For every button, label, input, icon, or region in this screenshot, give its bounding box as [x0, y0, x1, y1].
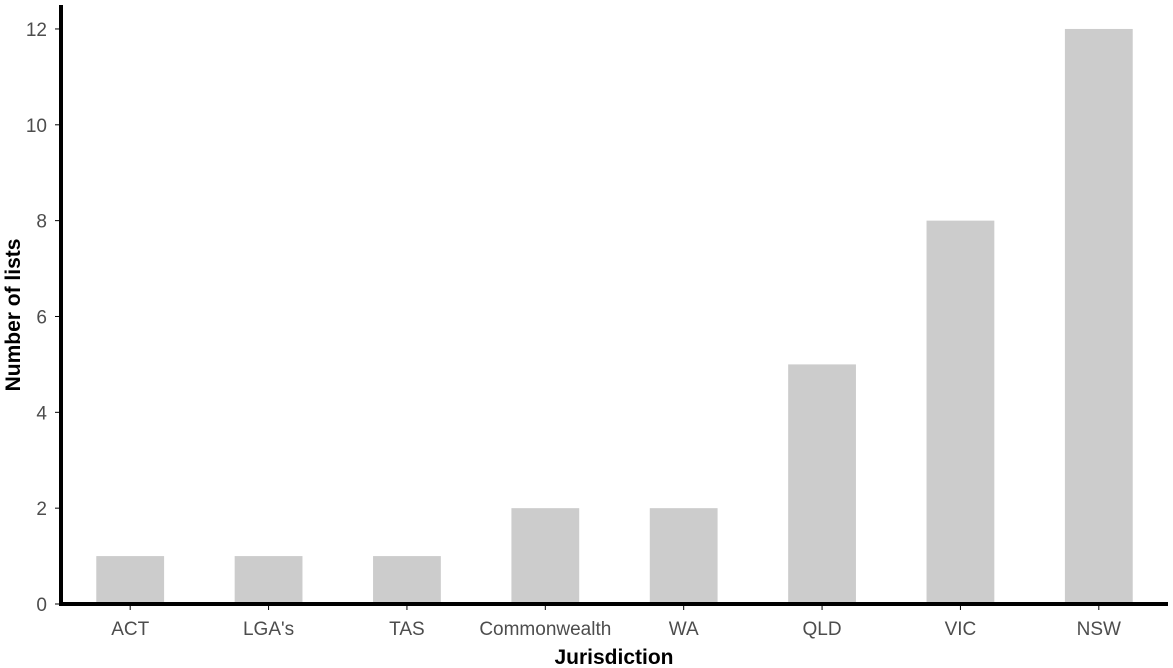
y-tick-label: 12: [26, 20, 47, 41]
x-tick-label: ACT: [111, 619, 149, 640]
x-tick-label: WA: [669, 619, 699, 640]
bar-qld: [788, 364, 856, 604]
bar-wa: [649, 508, 718, 604]
bar-commonwealth: [511, 508, 580, 604]
bar-vic: [926, 220, 995, 604]
bar-act: [96, 556, 165, 604]
x-axis-ticks: ACT LGA's TAS Commonwealth WA QLD VIC NSW: [111, 604, 1121, 640]
y-axis-title: Number of lists: [2, 239, 25, 392]
bars-group: [96, 28, 1133, 604]
bar-lga-s: [234, 556, 303, 604]
y-tick-label: 8: [36, 212, 47, 233]
x-tick-label: TAS: [389, 619, 425, 640]
x-tick-label: Commonwealth: [479, 619, 611, 640]
x-tick-label: QLD: [803, 619, 842, 640]
x-tick-label: LGA's: [243, 619, 294, 640]
y-tick-label: 0: [36, 595, 47, 616]
y-tick-label: 2: [36, 499, 47, 520]
y-tick-label: 4: [36, 403, 47, 424]
y-tick-label: 6: [36, 307, 47, 328]
x-axis-title: Jurisdiction: [554, 646, 673, 668]
y-axis-ticks: 0 2 4 6 8 10 12: [26, 20, 61, 616]
bar-tas: [373, 556, 441, 604]
x-tick-label: VIC: [945, 619, 977, 640]
y-tick-label: 10: [26, 116, 47, 137]
bar-nsw: [1064, 28, 1133, 604]
x-tick-label: NSW: [1077, 619, 1121, 640]
